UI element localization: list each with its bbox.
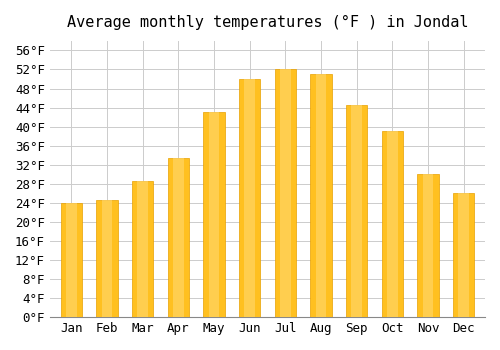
Bar <box>274 70 296 317</box>
Bar <box>60 203 82 317</box>
Bar <box>168 158 189 317</box>
Bar <box>351 105 362 317</box>
Bar <box>458 193 469 317</box>
Bar <box>239 79 260 317</box>
Bar <box>208 112 220 317</box>
Bar <box>137 181 148 317</box>
Title: Average monthly temperatures (°F ) in Jondal: Average monthly temperatures (°F ) in Jo… <box>66 15 468 30</box>
Bar <box>96 201 118 317</box>
Bar <box>173 158 184 317</box>
Bar <box>280 70 290 317</box>
Bar <box>66 203 76 317</box>
Bar <box>316 74 326 317</box>
Bar <box>310 74 332 317</box>
Bar <box>132 181 154 317</box>
Bar <box>382 131 403 317</box>
Bar <box>422 174 434 317</box>
Bar <box>453 193 474 317</box>
Bar <box>387 131 398 317</box>
Bar <box>244 79 255 317</box>
Bar <box>346 105 368 317</box>
Bar <box>102 201 112 317</box>
Bar <box>203 112 224 317</box>
Bar <box>417 174 438 317</box>
